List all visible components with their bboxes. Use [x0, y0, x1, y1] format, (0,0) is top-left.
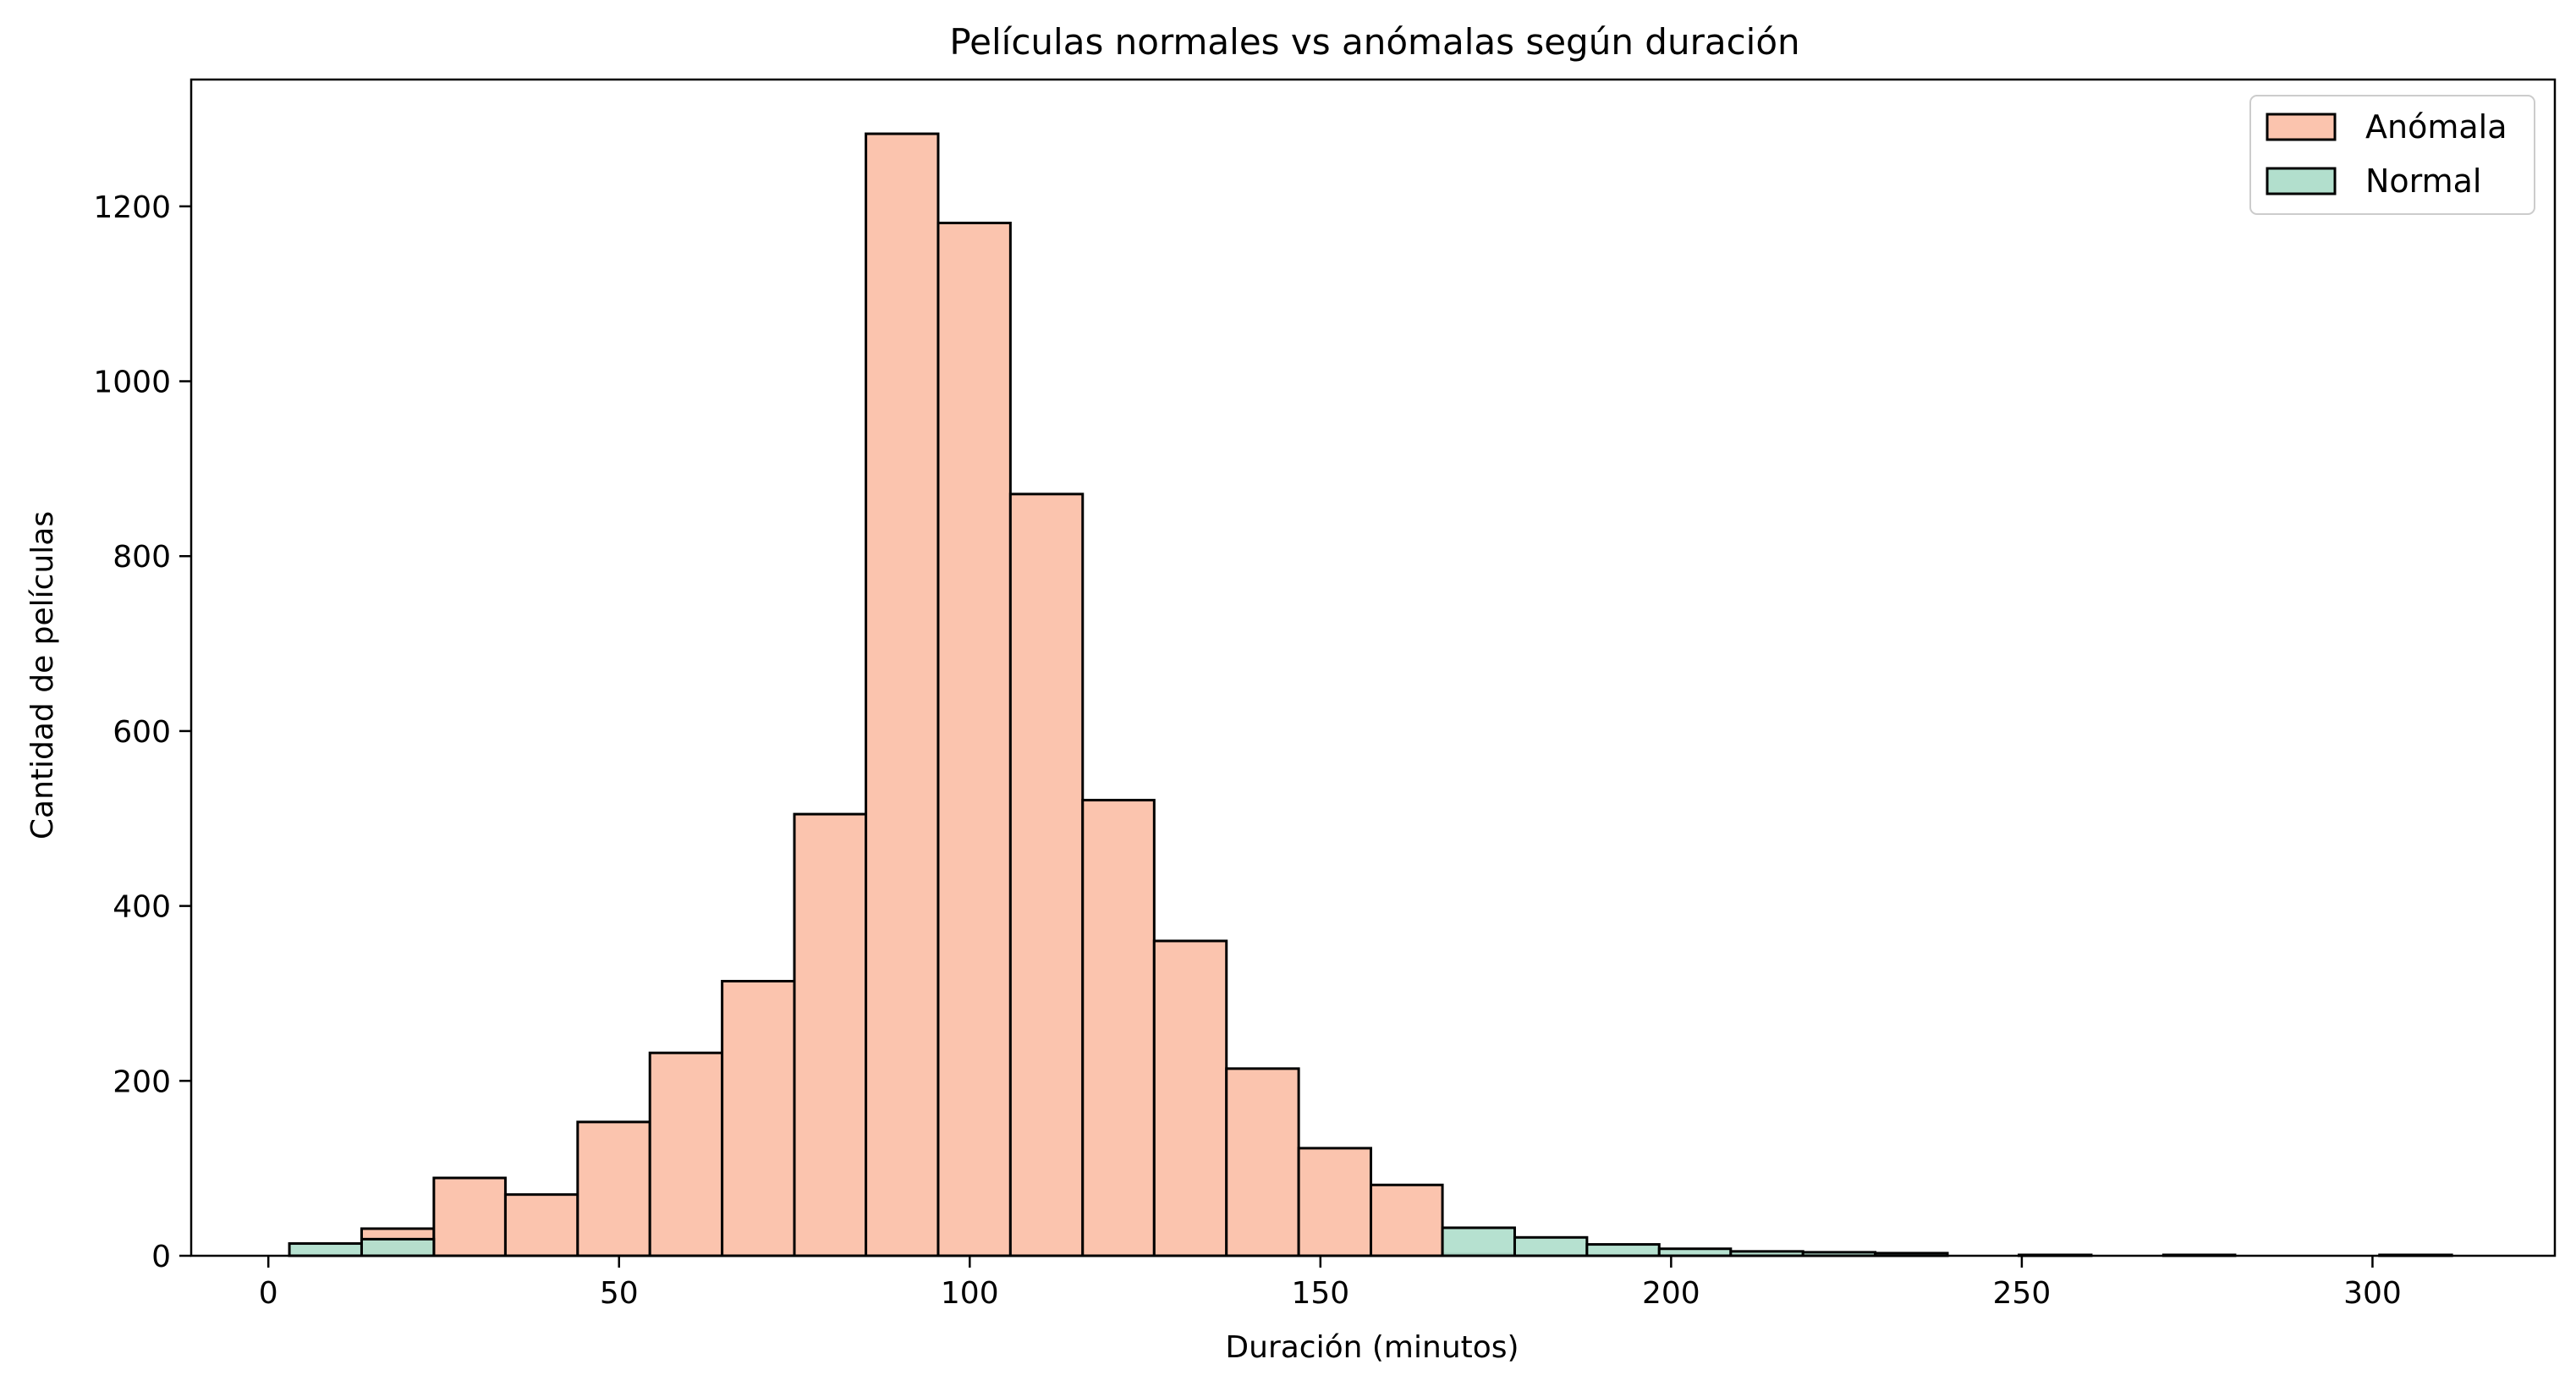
bar-anomala-12 — [1225, 1067, 1300, 1257]
bar-anomala-2 — [503, 1193, 579, 1257]
bar-normal-2 — [1441, 1226, 1516, 1257]
x-tick-label: 100 — [941, 1276, 999, 1311]
bar-anomala-1 — [432, 1176, 507, 1257]
bar-anomala-6 — [793, 812, 868, 1257]
x-tick-label: 0 — [259, 1276, 278, 1311]
legend-label-anomala: Anómala — [2365, 108, 2507, 146]
y-axis-label: Cantidad de películas — [25, 511, 60, 839]
y-tick-label: 400 — [113, 890, 171, 925]
x-tick-label: 150 — [1291, 1276, 1349, 1311]
bar-normal-3 — [1513, 1235, 1589, 1257]
legend-label-normal: Normal — [2365, 162, 2482, 200]
bar-normal-1 — [360, 1237, 436, 1257]
bar-anomala-13 — [1297, 1147, 1373, 1257]
legend-swatch-anomala — [2266, 113, 2337, 141]
y-tick-label: 1200 — [93, 190, 171, 225]
plot-frame — [189, 78, 2557, 1257]
x-tick-label: 200 — [1642, 1276, 1700, 1311]
x-tick-label: 250 — [1993, 1276, 2051, 1311]
x-axis-label: Duración (minutos) — [1225, 1330, 1519, 1365]
y-tick-label: 800 — [113, 540, 171, 575]
axes-layer: 0 50 100 150 200 250 300 0 200 400 600 800 1000 1200 — [93, 78, 2557, 1311]
bars-layer — [288, 132, 2453, 1257]
x-tick-label: 50 — [600, 1276, 639, 1311]
bar-anomala-11 — [1152, 939, 1228, 1257]
y-tick-label: 600 — [113, 715, 171, 750]
y-tick-label: 1000 — [93, 366, 171, 400]
bar-anomala-9 — [1008, 492, 1085, 1257]
y-tick-label: 0 — [151, 1240, 171, 1274]
bar-anomala-5 — [721, 979, 796, 1257]
y-tick-label: 200 — [113, 1065, 171, 1099]
x-tick-label: 300 — [2343, 1276, 2402, 1311]
bar-normal-4 — [1585, 1243, 1661, 1257]
legend-swatch-normal — [2266, 167, 2337, 195]
bar-normal-0 — [288, 1242, 363, 1257]
chart-title: Películas normales vs anómalas según dur… — [949, 21, 1799, 63]
bar-anomala-3 — [576, 1120, 651, 1257]
bar-anomala-10 — [1081, 799, 1156, 1257]
bar-anomala-7 — [865, 132, 940, 1257]
legend: Anómala Normal — [2249, 95, 2535, 215]
bar-anomala-8 — [936, 221, 1012, 1257]
bar-anomala-4 — [648, 1051, 724, 1257]
bar-anomala-14 — [1370, 1183, 1444, 1257]
